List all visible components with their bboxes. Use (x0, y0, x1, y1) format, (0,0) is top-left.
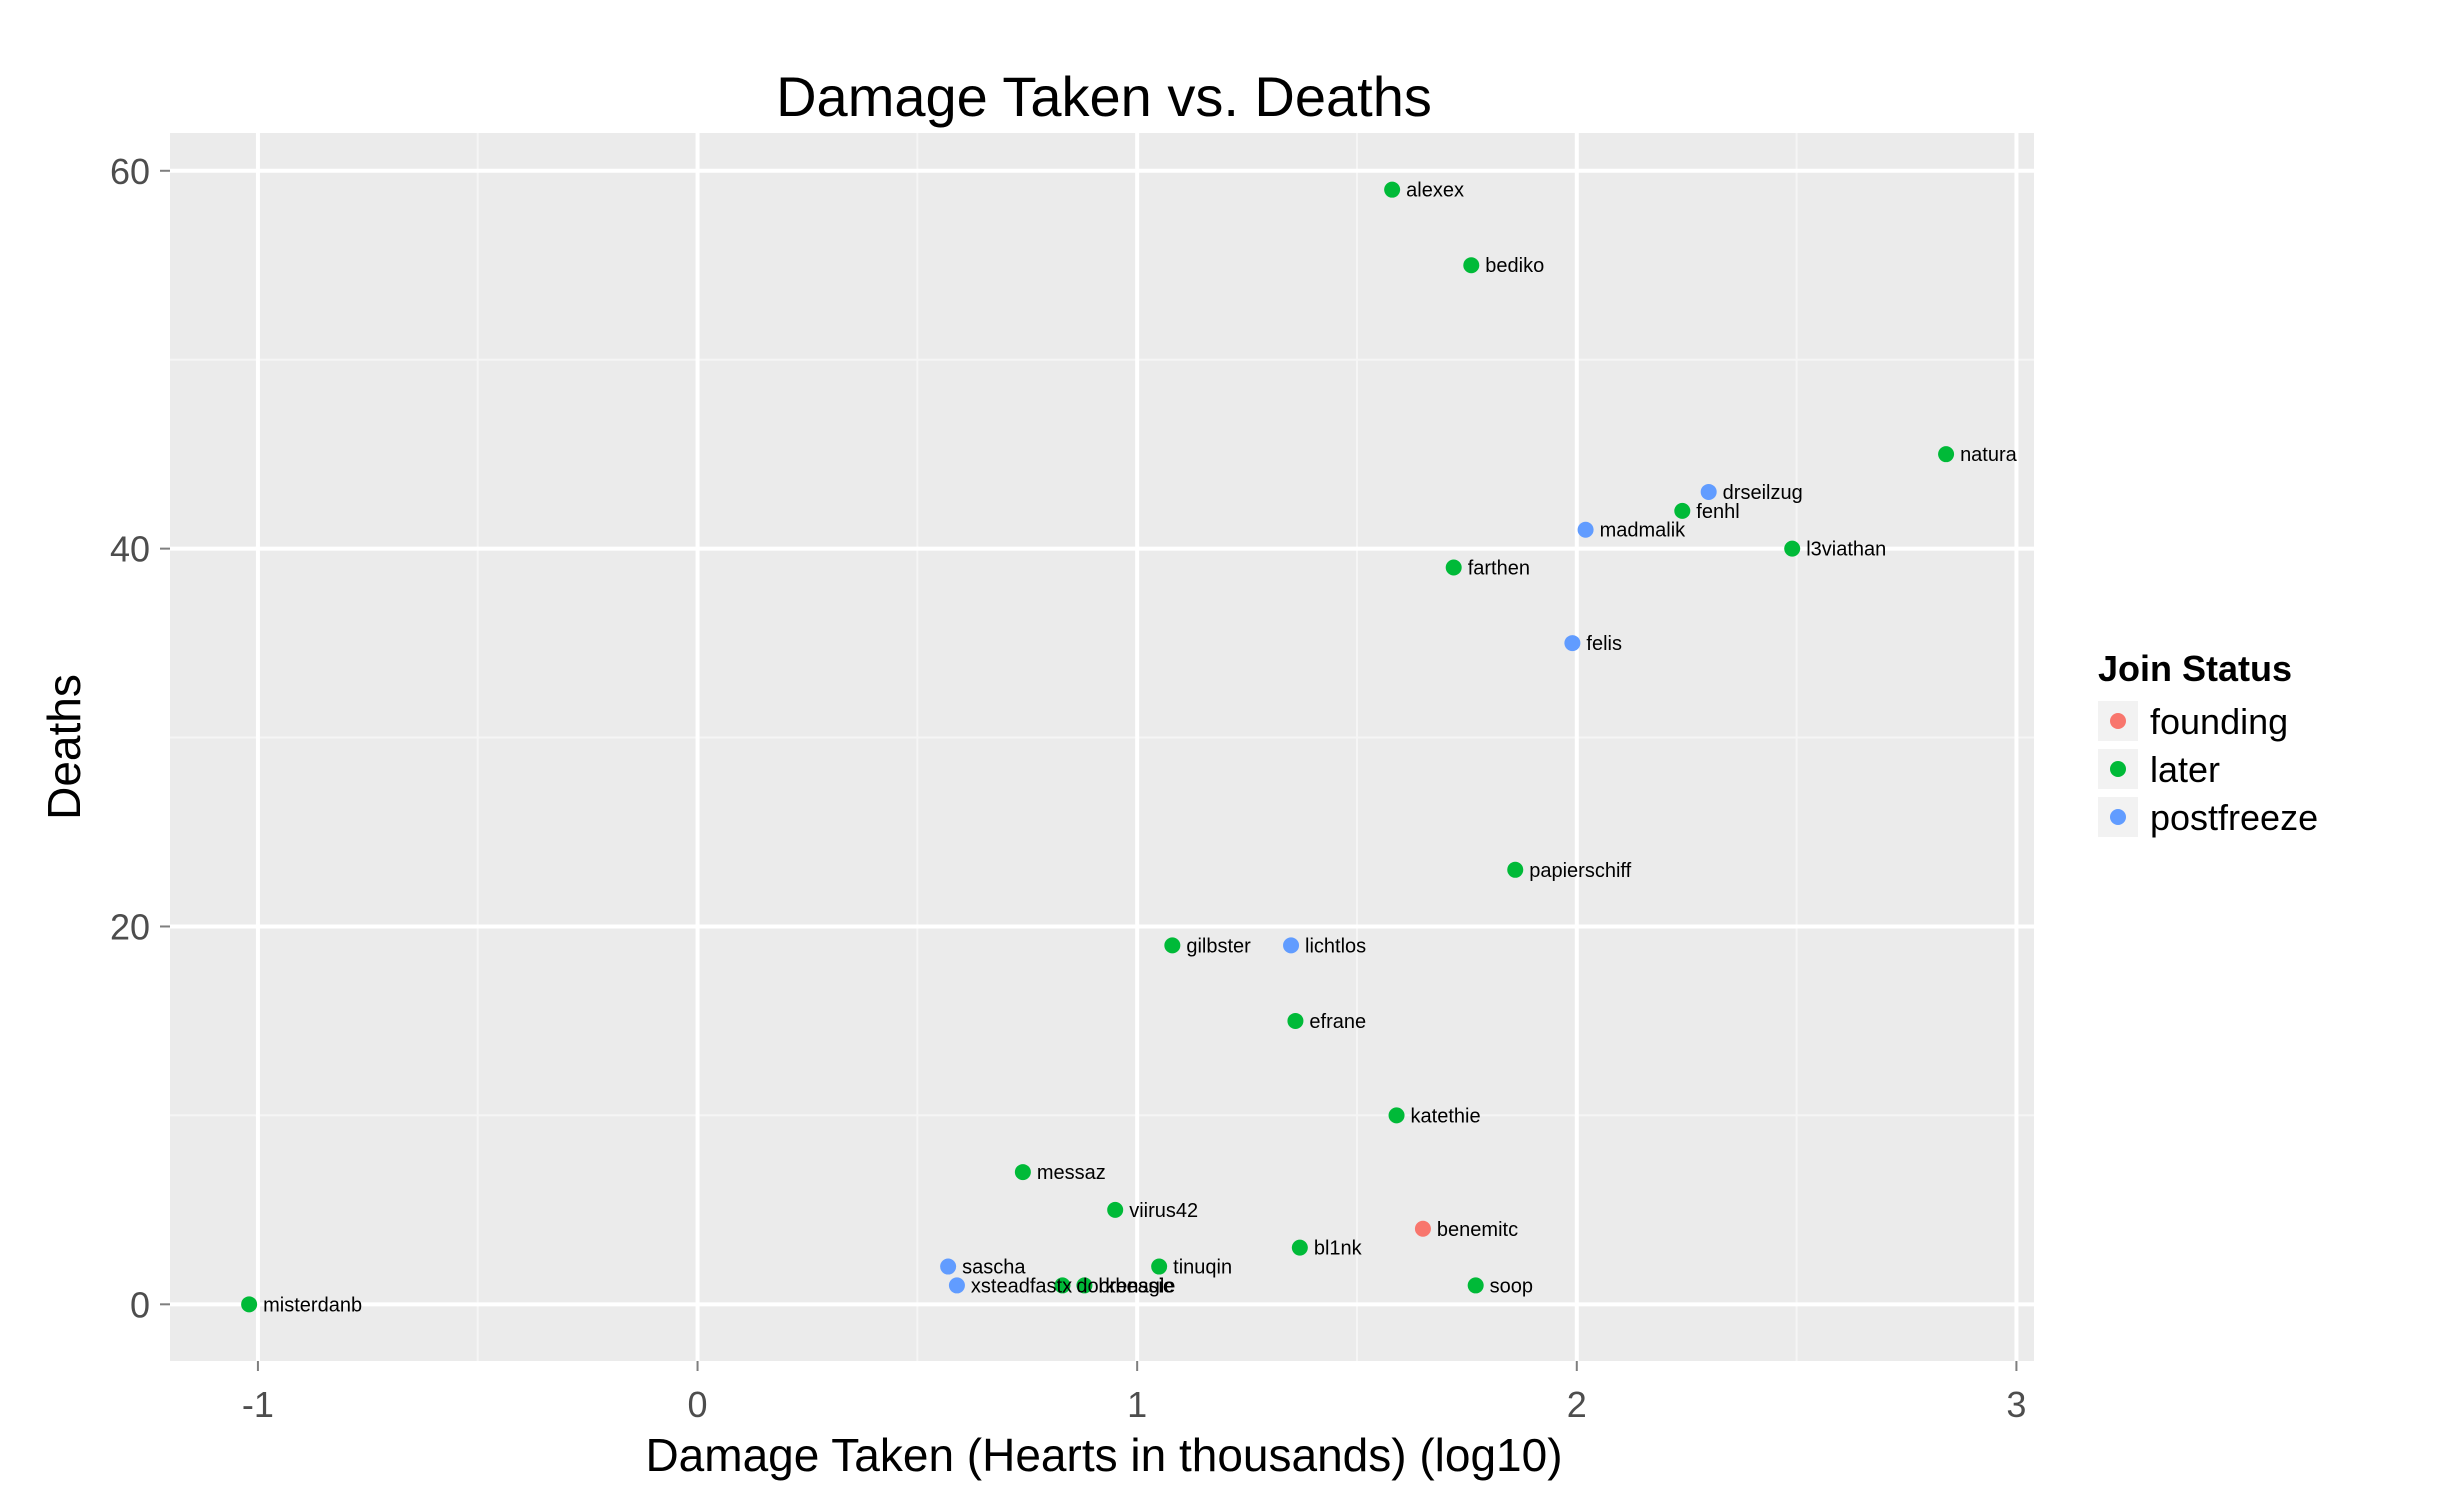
data-point-label: tinuqin (1173, 1257, 1232, 1279)
x-tick-label: -1 (242, 1384, 274, 1425)
legend-key-point (2110, 713, 2126, 729)
legend-entry-label: later (2150, 749, 2220, 790)
data-point-label: brenssie (1098, 1275, 1174, 1297)
data-point (1107, 1201, 1124, 1218)
legend-entry-label: postfreeze (2150, 797, 2318, 838)
data-point (1784, 540, 1801, 557)
data-point (1700, 483, 1717, 500)
data-point (940, 1258, 957, 1275)
data-point-label: xsteadfastx (971, 1275, 1072, 1297)
data-point-label: lichtlos (1305, 935, 1366, 957)
data-point-label: farthen (1468, 558, 1530, 580)
x-tick-label: 2 (1567, 1384, 1587, 1425)
data-point-label: misterdanb (263, 1294, 362, 1316)
y-tick-label: 60 (110, 151, 150, 192)
data-point (1287, 1012, 1304, 1029)
data-point (1577, 521, 1594, 538)
data-point (948, 1277, 965, 1294)
data-point-label: bediko (1485, 255, 1544, 277)
data-point-label: benemitc (1437, 1219, 1518, 1241)
data-point-label: madmalik (1600, 520, 1687, 542)
legend-key-point (2110, 761, 2126, 777)
data-point-label: l3viathan (1806, 539, 1886, 561)
legend-key-point (2110, 809, 2126, 825)
data-point (1283, 937, 1300, 954)
data-point (1164, 937, 1181, 954)
data-point (1151, 1258, 1168, 1275)
data-point (1564, 635, 1581, 652)
points-layer (241, 181, 1955, 1313)
data-point (1467, 1277, 1484, 1294)
grid-layer (170, 133, 2034, 1361)
data-point (1414, 1220, 1431, 1237)
data-point (1291, 1239, 1308, 1256)
data-point (1384, 181, 1401, 198)
legend: Join Status founding later postfreeze (2098, 648, 2318, 838)
data-point-label: soop (1490, 1275, 1533, 1297)
x-axis-label: Damage Taken (Hearts in thousands) (log1… (645, 1429, 1562, 1481)
chart-title: Damage Taken vs. Deaths (776, 65, 1432, 128)
data-point-label: felis (1586, 633, 1622, 655)
plot-panel (170, 133, 2034, 1361)
data-point-label: gilbster (1186, 935, 1251, 957)
data-point (1014, 1164, 1031, 1181)
legend-entries: founding later postfreeze (2098, 701, 2318, 838)
y-tick-label: 20 (110, 906, 150, 947)
y-axis-label: Deaths (38, 674, 90, 820)
axis-layer: -1 0 1 2 3 0 20 40 60 (110, 151, 2026, 1425)
data-point-label: drseilzug (1723, 482, 1803, 504)
data-point (241, 1296, 258, 1313)
data-point-label: sascha (962, 1257, 1026, 1279)
data-point-label: bl1nk (1314, 1238, 1363, 1260)
data-point (1388, 1107, 1405, 1124)
x-tick-label: 1 (1127, 1384, 1147, 1425)
data-point (1463, 257, 1480, 274)
data-point (1507, 861, 1524, 878)
y-tick-label: 40 (110, 529, 150, 570)
legend-title: Join Status (2098, 648, 2292, 689)
data-point (1938, 446, 1955, 463)
data-point-label: dorkbeagle (1076, 1275, 1175, 1297)
y-tick-label: 0 (130, 1284, 150, 1325)
data-point (1445, 559, 1462, 576)
data-point-label: fenhl (1696, 501, 1739, 523)
data-point-label: messaz (1037, 1162, 1106, 1184)
data-point (1054, 1277, 1071, 1294)
x-tick-label: 0 (688, 1384, 708, 1425)
data-point-label: natura (1960, 444, 2018, 466)
data-point-label: papierschiff (1529, 860, 1631, 882)
x-tick-label: 3 (2006, 1384, 2026, 1425)
data-point-label: katethie (1411, 1105, 1481, 1127)
legend-entry-label: founding (2150, 701, 2288, 742)
data-point-label: alexex (1406, 180, 1464, 202)
data-point (1076, 1277, 1093, 1294)
data-point-label: viirus42 (1129, 1200, 1198, 1222)
data-point-label: efrane (1309, 1011, 1366, 1033)
data-point (1674, 502, 1691, 519)
